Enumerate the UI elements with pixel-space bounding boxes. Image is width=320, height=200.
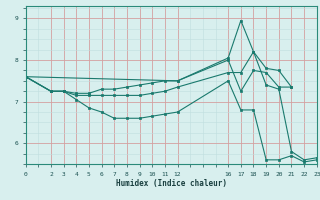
X-axis label: Humidex (Indice chaleur): Humidex (Indice chaleur) bbox=[116, 179, 227, 188]
